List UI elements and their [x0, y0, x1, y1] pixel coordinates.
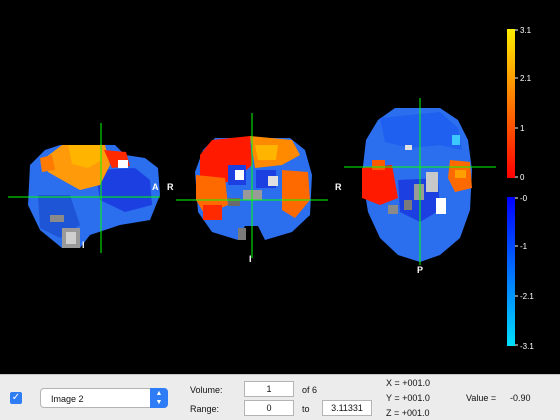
range-label: Range: [190, 404, 220, 414]
sagittal-inferior-label: I [82, 240, 85, 250]
slice-canvas[interactable]: A I R I [0, 0, 560, 374]
image-select[interactable]: Image 2 ▲ ▼ [40, 388, 168, 408]
overlay-checkbox[interactable]: ✓ [10, 392, 22, 404]
colorbar-tick: -3.1 [520, 342, 534, 351]
axial-posterior-label: P [417, 265, 423, 275]
colorbar-tick: 0 [520, 173, 525, 182]
colorbar-tick: -2.1 [520, 292, 534, 301]
volume-input[interactable]: 1 [244, 381, 294, 397]
colorbar-tick: -1 [520, 242, 528, 251]
value-label: Value = [466, 393, 497, 403]
coronal-blobs [195, 136, 312, 240]
voxel-value: -0.90 [510, 393, 531, 403]
coronal-right-label: R [167, 182, 174, 192]
volume-total: of 6 [302, 385, 318, 395]
coronal-inferior-label: I [249, 254, 252, 264]
colorbar-tick: -0 [520, 194, 528, 203]
coord-z: Z = +001.0 [386, 408, 430, 418]
colorbar-tick: 1 [520, 124, 525, 133]
sagittal-anterior-label: A [152, 182, 159, 192]
volume-label: Volume: [190, 385, 223, 395]
range-min-input[interactable]: 0 [244, 400, 294, 416]
sagittal-blobs [28, 145, 160, 248]
updown-chevron-icon: ▲ ▼ [150, 388, 168, 408]
axial-slice[interactable]: R P [335, 98, 496, 275]
axial-right-label: R [335, 182, 342, 192]
image-viewer[interactable]: A I R I [0, 0, 560, 374]
colorbar-tick: 3.1 [520, 26, 532, 35]
colorbar-negative: -0 -1 -2.1 -3.1 [507, 194, 534, 351]
image-select-value: Image 2 [51, 394, 84, 404]
axial-blobs [362, 108, 472, 262]
range-to-label: to [302, 404, 310, 414]
range-max-input[interactable]: 3.11331 [322, 400, 372, 416]
control-panel: ✓ Image 2 ▲ ▼ Volume: 1 of 6 Range: 0 to … [0, 374, 560, 420]
sagittal-slice[interactable]: A I [8, 123, 160, 253]
coronal-slice[interactable]: R I [167, 113, 328, 264]
colorbar-positive: 3.1 2.1 1 0 [507, 26, 532, 182]
colorbar-tick: 2.1 [520, 74, 532, 83]
coord-x: X = +001.0 [386, 378, 431, 388]
coord-y: Y = +001.0 [386, 393, 430, 403]
